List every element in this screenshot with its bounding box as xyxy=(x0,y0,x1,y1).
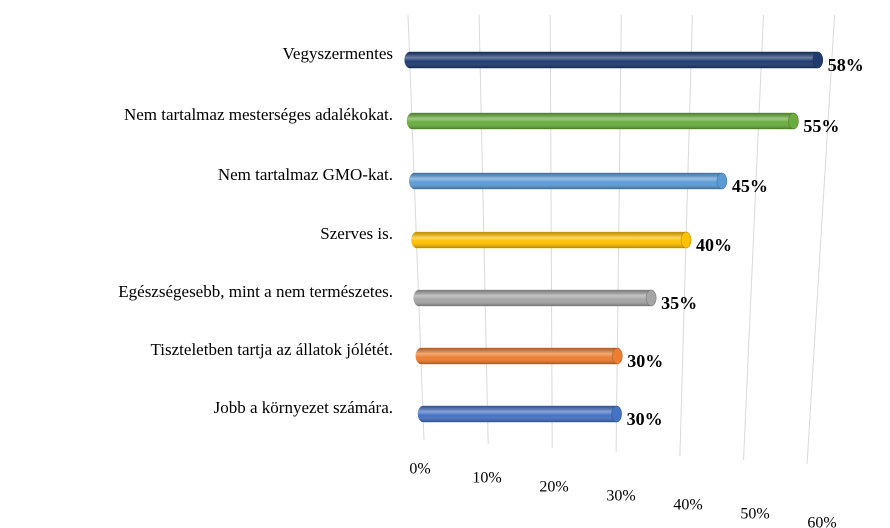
data-label: 35% xyxy=(661,293,697,313)
bar-shine xyxy=(406,113,799,129)
bar-shine xyxy=(415,348,623,364)
grid-line xyxy=(407,14,425,441)
category-label: Jobb a környezet számára. xyxy=(214,398,393,417)
grid-line xyxy=(478,14,489,445)
x-tick-label: 20% xyxy=(539,479,568,496)
data-label: 45% xyxy=(732,176,768,196)
category-label: Egészségesebb, mint a nem természetes. xyxy=(118,282,393,301)
bar-cap xyxy=(611,347,623,365)
bar-shine xyxy=(418,406,622,422)
grid-line xyxy=(743,14,764,461)
data-label: 58% xyxy=(828,55,864,75)
grid-line xyxy=(549,14,553,449)
bar-shine xyxy=(411,232,692,248)
data-label: 55% xyxy=(803,116,839,136)
category-label: Vegyszermentes xyxy=(283,44,393,63)
bar-cap xyxy=(788,112,799,130)
x-tick-label: 10% xyxy=(472,470,501,487)
x-tick-label: 40% xyxy=(673,497,702,514)
category-label: Nem tartalmaz GMO-kat. xyxy=(218,165,393,184)
grid-line xyxy=(806,14,836,465)
category-label: Tiszteletben tartja az állatok jólétét. xyxy=(151,340,393,359)
category-label: Nem tartalmaz mesterséges adalékokat. xyxy=(124,105,393,124)
bar-shine xyxy=(409,173,727,189)
bar-cap xyxy=(680,231,692,249)
bar-cap xyxy=(645,289,657,307)
bar-shine xyxy=(404,52,823,68)
category-label: Szerves is. xyxy=(320,224,393,243)
bar-cap xyxy=(611,405,622,423)
data-label: 40% xyxy=(696,235,732,255)
bar-cap xyxy=(716,172,728,190)
x-tick-label: 0% xyxy=(409,461,430,478)
x-tick-label: 50% xyxy=(740,506,769,523)
data-label: 30% xyxy=(627,351,663,371)
x-tick-label: 60% xyxy=(807,515,836,528)
bar-cap xyxy=(812,51,824,69)
data-label: 30% xyxy=(627,409,663,429)
x-tick-label: 30% xyxy=(606,488,635,505)
bar-shine xyxy=(413,290,657,306)
